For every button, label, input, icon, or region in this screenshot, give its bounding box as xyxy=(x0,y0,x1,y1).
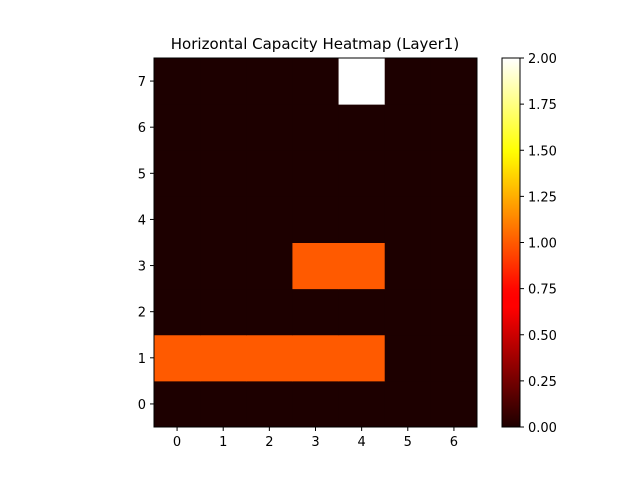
heatmap-cell xyxy=(338,196,386,243)
colorbar-tick-label: 0.00 xyxy=(528,421,557,436)
heatmap-cell xyxy=(200,288,247,336)
heatmap-cell xyxy=(338,380,386,428)
y-tick-label: 3 xyxy=(138,260,146,275)
heatmap-cell xyxy=(200,104,247,151)
x-tick-label: 2 xyxy=(265,435,273,450)
heatmap-cell xyxy=(154,288,201,336)
colorbar: 0.00 0.25 0.50 0.75 1.00 1.25 1.50 1.75 2.00 xyxy=(501,52,557,436)
heatmap-cell xyxy=(292,334,340,382)
heatmap-cell xyxy=(384,58,432,105)
heatmap-cell xyxy=(200,58,247,105)
heatmap-cell xyxy=(246,150,293,197)
heatmap-cell xyxy=(338,58,386,105)
heatmap-cell xyxy=(200,334,247,382)
heatmap-cell xyxy=(384,334,432,382)
colorbar-tick-label: 2.00 xyxy=(528,52,557,67)
y-tick-label: 1 xyxy=(138,352,146,367)
heatmap-cell xyxy=(154,58,201,105)
colorbar-gradient xyxy=(501,57,521,428)
heatmap-cells xyxy=(154,58,478,428)
y-tick-label: 4 xyxy=(138,213,146,228)
heatmap-cell xyxy=(430,288,478,336)
y-tick-label: 6 xyxy=(138,121,146,136)
heatmap-cell xyxy=(200,380,247,428)
y-tick-label: 0 xyxy=(138,398,146,413)
heatmap-cell xyxy=(384,380,432,428)
heatmap-cell xyxy=(292,242,340,290)
chart-title: Horizontal Capacity Heatmap (Layer1) xyxy=(171,35,459,53)
heatmap-cell xyxy=(430,334,478,382)
heatmap-cell xyxy=(338,288,386,336)
colorbar-tick-label: 1.50 xyxy=(528,144,557,159)
heatmap-cell xyxy=(338,104,386,151)
x-tick-label: 3 xyxy=(311,435,319,450)
heatmap-cell xyxy=(292,58,340,105)
heatmap-cell xyxy=(154,150,201,197)
heatmap-cell xyxy=(384,104,432,151)
heatmap-cell xyxy=(246,380,293,428)
heatmap-cell xyxy=(430,58,478,105)
heatmap-cell xyxy=(246,288,293,336)
y-tick-label: 2 xyxy=(138,306,146,321)
colorbar-tick-label: 1.00 xyxy=(528,237,557,252)
heatmap-cell xyxy=(292,104,340,151)
heatmap-cell xyxy=(384,196,432,243)
y-tick-label: 5 xyxy=(138,167,146,182)
x-tick-label: 6 xyxy=(450,435,458,450)
heatmap-cell xyxy=(246,58,293,105)
colorbar-tick-label: 0.75 xyxy=(528,283,557,298)
heatmap-cell xyxy=(154,104,201,151)
colorbar-tick-label: 0.25 xyxy=(528,375,557,390)
heatmap-cell xyxy=(430,380,478,428)
x-tick-label: 5 xyxy=(404,435,412,450)
heatmap-cell xyxy=(338,242,386,290)
colorbar-tick-label: 0.50 xyxy=(528,329,557,344)
heatmap-cell xyxy=(384,288,432,336)
heatmap-cell xyxy=(430,150,478,197)
heatmap-cell xyxy=(246,242,293,290)
heatmap-cell xyxy=(292,288,340,336)
y-tick-label: 7 xyxy=(138,75,146,90)
heatmap-cell xyxy=(246,196,293,243)
heatmap-cell xyxy=(384,150,432,197)
heatmap-cell xyxy=(292,150,340,197)
heatmap-cell xyxy=(430,104,478,151)
heatmap-cell xyxy=(154,242,201,290)
x-tick-label: 0 xyxy=(173,435,181,450)
heatmap-cell xyxy=(154,334,201,382)
heatmap-cell xyxy=(384,242,432,290)
x-tick-label: 1 xyxy=(219,435,227,450)
heatmap-cell xyxy=(338,334,386,382)
colorbar-tick-label: 1.25 xyxy=(528,190,557,205)
heatmap-cell xyxy=(200,150,247,197)
heatmap-cell xyxy=(200,196,247,243)
heatmap-axes: 0 1 2 3 4 5 6 0 1 2 3 4 5 6 7 xyxy=(138,57,478,450)
colorbar-tick-label: 1.75 xyxy=(528,98,557,113)
heatmap-cell xyxy=(246,334,293,382)
heatmap-cell xyxy=(292,380,340,428)
heatmap-cell xyxy=(292,196,340,243)
heatmap-cell xyxy=(430,242,478,290)
heatmap-cell xyxy=(338,150,386,197)
heatmap-cell xyxy=(154,196,201,243)
heatmap-cell xyxy=(200,242,247,290)
x-tick-label: 4 xyxy=(358,435,366,450)
heatmap-cell xyxy=(430,196,478,243)
heatmap-cell xyxy=(246,104,293,151)
heatmap-cell xyxy=(154,380,201,428)
